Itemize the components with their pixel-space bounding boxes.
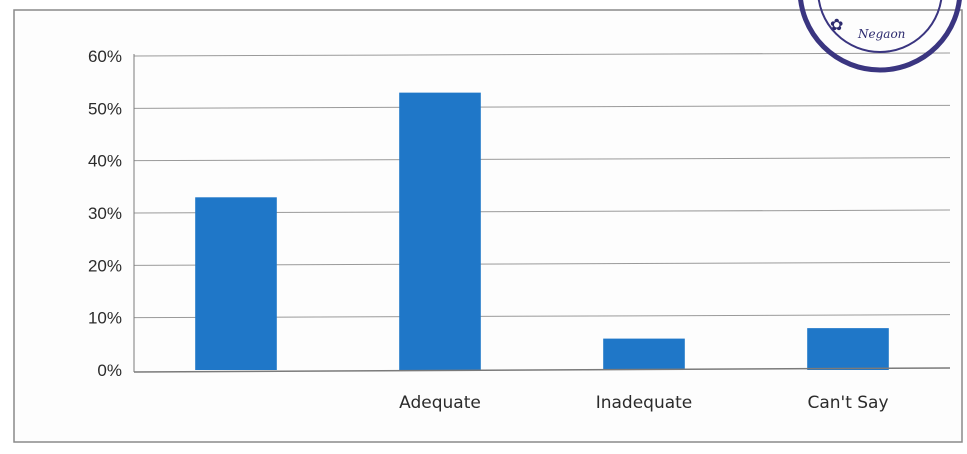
- gridline: [133, 104, 951, 109]
- y-tick-label: 0%: [97, 361, 122, 380]
- x-axis-category-labels: Adequate Inadequate Can't Say: [399, 393, 888, 413]
- bar: [603, 338, 685, 370]
- y-tick-label: 10%: [88, 309, 122, 328]
- stamp-text: Negaon: [857, 27, 905, 41]
- stamp-star-icon: ✿: [830, 15, 843, 34]
- y-tick-label: 50%: [88, 99, 122, 118]
- bar: [399, 92, 481, 370]
- bar: [195, 197, 277, 370]
- bar: [807, 328, 889, 370]
- x-category-label: Inadequate: [596, 393, 693, 413]
- gridline: [133, 157, 951, 162]
- x-category-label: Adequate: [399, 393, 481, 413]
- y-tick-label: 60%: [88, 47, 122, 66]
- stamp-seal: ✿ Negaon: [798, 0, 962, 73]
- y-tick-label: 40%: [88, 152, 122, 171]
- x-axis-line: [133, 367, 951, 373]
- bars: [195, 92, 889, 370]
- x-category-label: Can't Say: [807, 393, 888, 413]
- y-axis-tick-labels: 0% 10% 20% 30% 40% 50% 60%: [88, 47, 122, 380]
- chart-frame: [13, 9, 963, 443]
- y-tick-label: 30%: [88, 204, 122, 223]
- y-tick-label: 20%: [88, 256, 122, 275]
- gridline: [133, 52, 951, 57]
